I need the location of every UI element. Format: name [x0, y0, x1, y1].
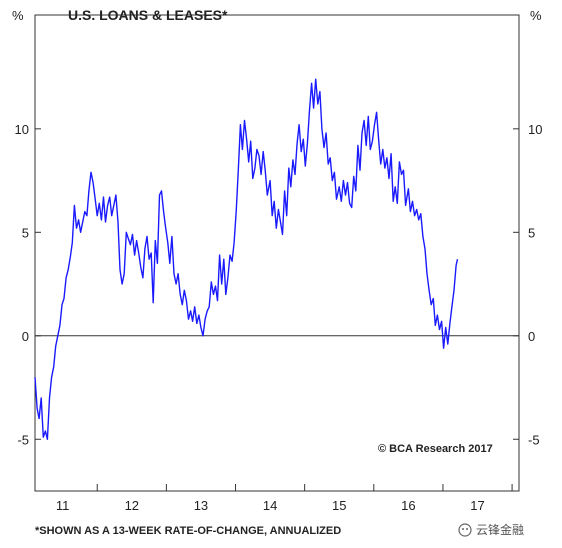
unit-right: % — [530, 8, 542, 23]
y-tick-label-left-0: -5 — [17, 432, 29, 447]
x-tick-label-0: 11 — [56, 498, 70, 513]
x-tick-label-2: 13 — [194, 498, 208, 513]
x-tick-label-3: 14 — [263, 498, 277, 513]
x-tick-label-5: 16 — [401, 498, 415, 513]
wechat-icon — [458, 523, 472, 537]
y-tick-label-left-2: 5 — [22, 225, 29, 240]
y-tick-label-right-3: 10 — [528, 122, 542, 137]
copyright-note: © BCA Research 2017 — [378, 443, 493, 455]
chart-title: U.S. LOANS & LEASES* — [68, 7, 228, 23]
footnote: *SHOWN AS A 13-WEEK RATE-OF-CHANGE, ANNU… — [35, 525, 341, 537]
y-tick-label-left-1: 0 — [22, 329, 29, 344]
watermark-text: 云锋金融 — [476, 522, 524, 537]
series-line-loans-leases — [34, 78, 459, 440]
plot-frame — [34, 14, 520, 492]
y-tick-label-left-3: 10 — [15, 122, 29, 137]
unit-left: % — [12, 8, 24, 23]
y-tick-label-right-1: 0 — [528, 329, 535, 344]
watermark: 云锋金融 — [458, 522, 524, 537]
x-tick-label-4: 15 — [332, 498, 346, 513]
y-tick-label-right-0: -5 — [528, 432, 540, 447]
x-tick-label-1: 12 — [125, 498, 139, 513]
y-ticks-left: -5 0 5 10 — [15, 122, 41, 447]
y-tick-label-right-2: 5 — [528, 225, 535, 240]
y-ticks-right: -5 0 5 10 — [513, 122, 542, 447]
x-ticks: 11 12 13 14 15 16 17 — [56, 484, 513, 513]
x-tick-label-6: 17 — [470, 498, 484, 513]
